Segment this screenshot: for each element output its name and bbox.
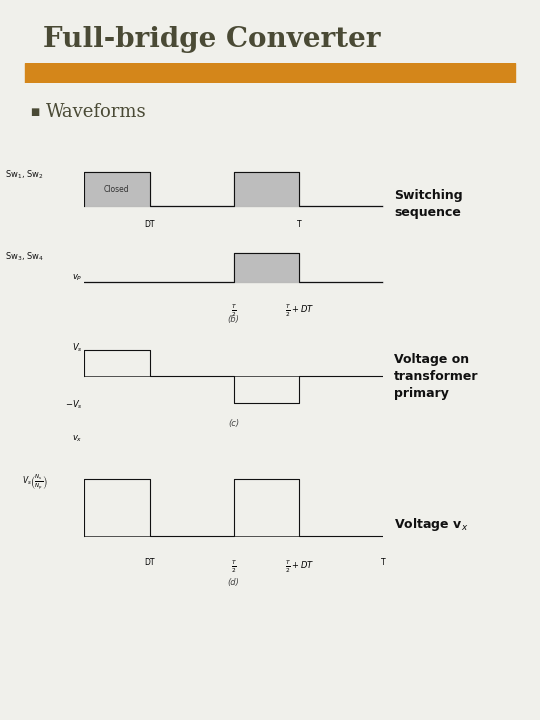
Text: Switching
sequence: Switching sequence: [394, 189, 463, 219]
Text: (b): (b): [228, 315, 239, 324]
Text: $v_P$: $v_P$: [72, 273, 82, 283]
Text: $\frac{T}{2}$: $\frac{T}{2}$: [231, 558, 237, 575]
Text: Voltage on
transformer
primary: Voltage on transformer primary: [394, 353, 478, 400]
Text: $-V_s$: $-V_s$: [64, 399, 82, 411]
Text: Sw$_3$, Sw$_4$: Sw$_3$, Sw$_4$: [5, 251, 45, 264]
Text: $\frac{T}{2}+DT$: $\frac{T}{2}+DT$: [285, 302, 314, 319]
Text: $v_x$: $v_x$: [72, 433, 82, 444]
Text: DT: DT: [144, 558, 155, 567]
Text: DT: DT: [144, 220, 155, 230]
Text: (c): (c): [228, 418, 239, 428]
Text: Full-bridge Converter: Full-bridge Converter: [43, 26, 381, 53]
Text: $\frac{T}{2}+DT$: $\frac{T}{2}+DT$: [285, 558, 314, 575]
Text: Voltage v$_x$: Voltage v$_x$: [394, 516, 469, 534]
Text: (d): (d): [228, 578, 239, 587]
Text: Sw$_1$, Sw$_2$: Sw$_1$, Sw$_2$: [5, 168, 44, 181]
Text: $V_s\left(\frac{N_s}{N_p}\right)$: $V_s\left(\frac{N_s}{N_p}\right)$: [22, 472, 48, 492]
Text: Waveforms: Waveforms: [46, 102, 146, 120]
Text: T: T: [381, 558, 386, 567]
Text: T: T: [297, 220, 302, 230]
Text: $\frac{T}{2}$: $\frac{T}{2}$: [231, 302, 237, 319]
Text: Closed: Closed: [104, 184, 130, 194]
Text: ■: ■: [30, 107, 39, 117]
Text: $V_s$: $V_s$: [71, 341, 82, 354]
